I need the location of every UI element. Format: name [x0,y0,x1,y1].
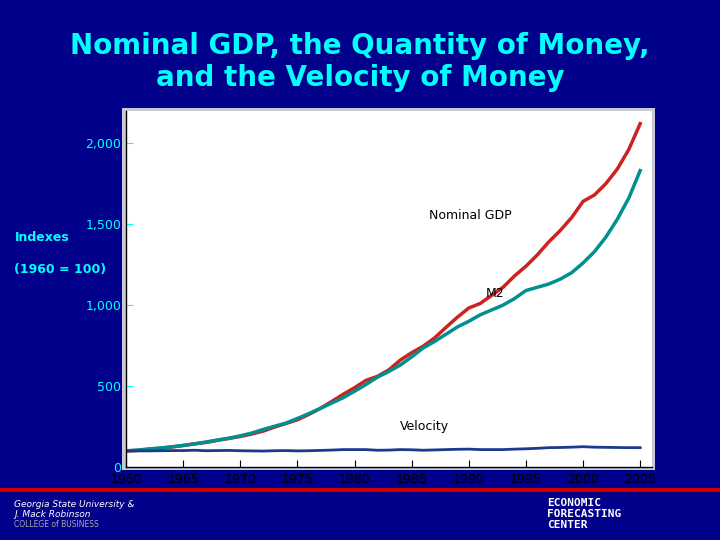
Text: M2: M2 [486,287,505,300]
Text: J. Mack Robinson: J. Mack Robinson [14,510,91,519]
Text: FORECASTING: FORECASTING [547,509,621,519]
Text: Georgia State University &: Georgia State University & [14,501,135,509]
Text: Velocity: Velocity [400,420,449,433]
Text: CENTER: CENTER [547,520,588,530]
Text: (1960 = 100): (1960 = 100) [14,264,107,276]
Text: Nominal GDP: Nominal GDP [429,209,511,222]
Text: Indexes: Indexes [14,231,69,244]
Text: ECONOMIC: ECONOMIC [547,498,601,508]
Text: COLLEGE of BUSINESS: COLLEGE of BUSINESS [14,521,99,529]
Text: Nominal GDP, the Quantity of Money,: Nominal GDP, the Quantity of Money, [70,32,650,60]
Text: and the Velocity of Money: and the Velocity of Money [156,64,564,92]
